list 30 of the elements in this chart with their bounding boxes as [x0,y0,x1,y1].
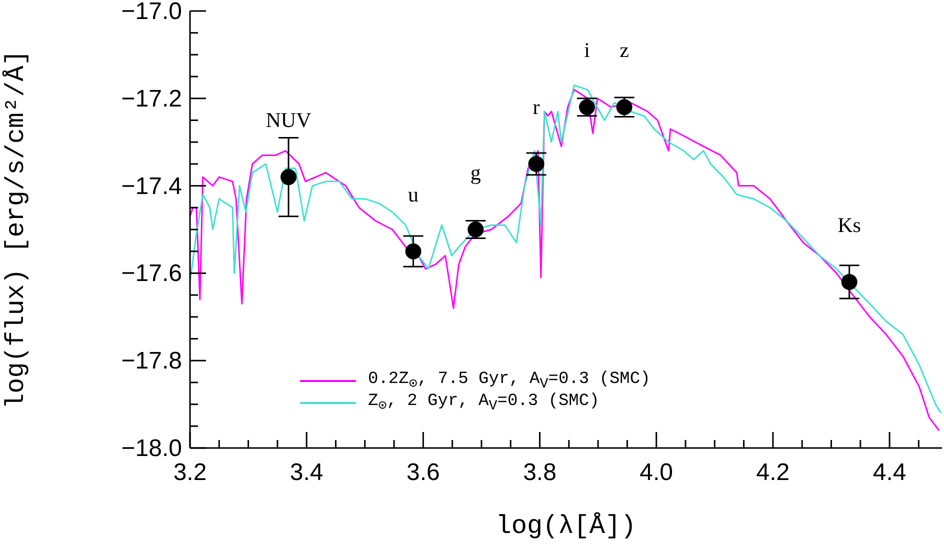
point [528,156,544,172]
y-tick-label: −18.0 [121,435,182,462]
y-axis-title: log(flux) [erg/s/cm²/Å] [1,50,32,409]
x-tick-label: 4.0 [640,459,674,486]
x-tick-label: 3.8 [523,459,556,486]
point [280,169,297,186]
x-tick-label: 3.4 [290,459,324,486]
x-tick-label: 3.2 [173,459,207,486]
legend-label: 0.2Z$_{⊙}$, 7.5 Gyr, A$_{V}$=0.3 (SMC) [368,370,650,392]
point [841,274,858,290]
x-tick-label: 3.6 [406,459,440,486]
legend-label: Z$_{⊙}$, 2 Gyr, A$_{V}$=0.3 (SMC) [368,392,600,414]
y-tick-label: −17.2 [121,85,182,112]
y-tick-label: −17.6 [121,260,182,288]
annotation: g [470,160,482,184]
annotation: r [532,94,540,119]
annotation: i [584,38,590,62]
y-tick-label: −17.4 [121,172,182,200]
y-tick-label: −17.0 [121,0,182,25]
y-tick-label: −17.8 [121,348,182,375]
point [468,222,484,238]
annotation: NUV [266,108,312,132]
x-tick-label: 4.2 [756,459,790,486]
annotation: z [620,38,629,62]
annotation: u [408,182,420,206]
x-axis-title: log(λ[Å]) [496,511,636,541]
point [405,243,422,260]
point [578,99,595,116]
x-tick-label: 4.4 [872,459,906,486]
annotation: Ks [838,212,861,237]
